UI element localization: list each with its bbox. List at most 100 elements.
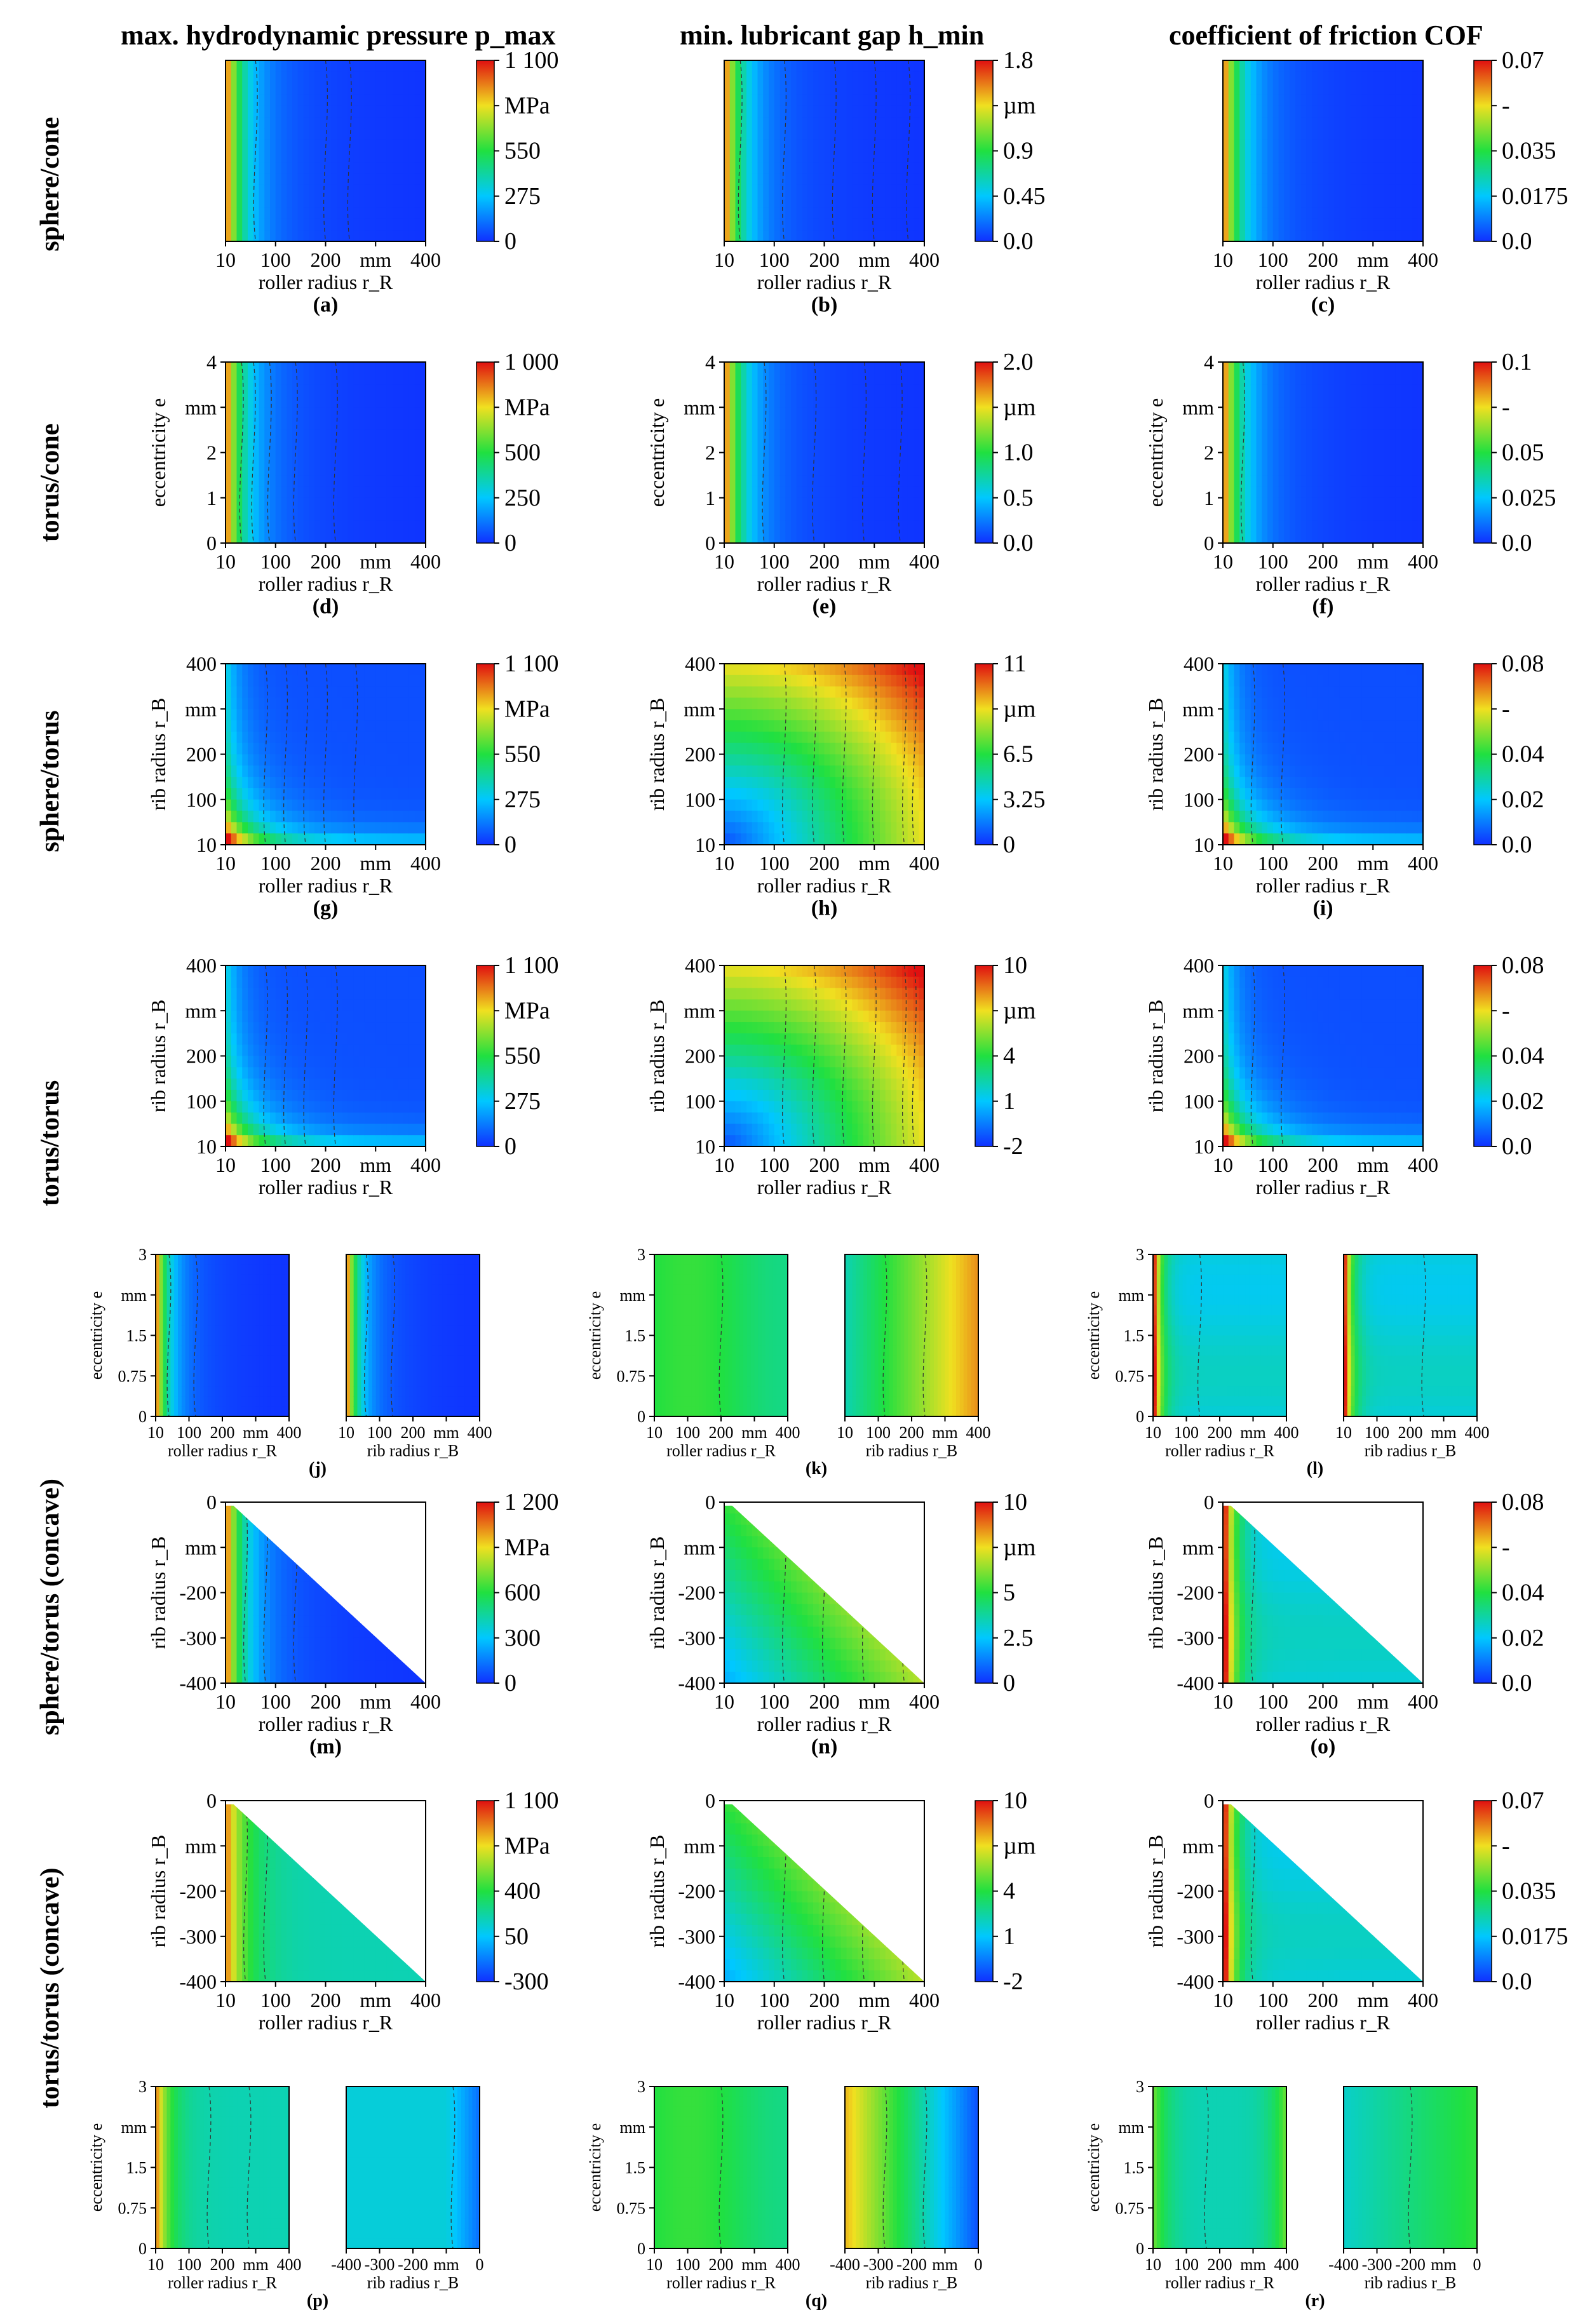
- heat-cell: [863, 475, 870, 487]
- heat-cell: [1223, 419, 1229, 431]
- heat-cell: [858, 173, 864, 185]
- heat-cell: [320, 486, 327, 499]
- heat-cell: [226, 486, 232, 499]
- heat-cell: [757, 384, 764, 397]
- heat-cell: [370, 464, 377, 476]
- heat-cell: [885, 697, 892, 710]
- heat-cell: [724, 60, 731, 72]
- heat-cell: [1306, 497, 1312, 510]
- heat-cell: [785, 664, 792, 676]
- heat-cell: [236, 218, 243, 231]
- heat-cell: [381, 833, 388, 845]
- heat-cell: [242, 362, 248, 374]
- heat-cell: [1250, 429, 1257, 442]
- heat-cell: [1278, 151, 1285, 163]
- heat-cell: [1284, 207, 1290, 220]
- heat-cell: [303, 71, 310, 84]
- heat-cell: [303, 83, 310, 95]
- heat-cell: [824, 777, 831, 789]
- heat-cell: [846, 362, 853, 374]
- heat-cell: [375, 230, 382, 241]
- heat-cell: [907, 720, 914, 732]
- heat-cell: [226, 151, 232, 163]
- heat-cell: [852, 475, 858, 487]
- heat-cell: [398, 83, 404, 95]
- heat-cell: [1300, 207, 1307, 220]
- heat-cell: [386, 777, 393, 789]
- heat-cell: [1367, 441, 1374, 453]
- heat-cell: [752, 833, 759, 845]
- x-tick-label: 100: [260, 550, 291, 573]
- heat-cell: [880, 60, 886, 72]
- heat-cell: [896, 419, 903, 431]
- heat-cell: [724, 509, 731, 521]
- heat-cell: [325, 686, 332, 699]
- heat-cell: [835, 464, 842, 476]
- heat-cell: [398, 765, 404, 777]
- heat-cell: [769, 486, 775, 499]
- heat-cell: [420, 407, 426, 419]
- heat-cell: [763, 686, 769, 699]
- heat-cell: [846, 207, 853, 220]
- heat-cell: [281, 218, 288, 231]
- y-tick-label: 4: [1204, 351, 1214, 373]
- heat-cell: [757, 94, 764, 107]
- heat-cell: [896, 833, 903, 845]
- heat-cell: [779, 105, 786, 118]
- heat-cell: [392, 520, 399, 532]
- heat-cell: [253, 429, 260, 442]
- heat-cell: [1317, 94, 1324, 107]
- heat-cell: [375, 196, 382, 208]
- heat-cell: [325, 810, 332, 823]
- heat-cell: [846, 675, 853, 687]
- heat-cell: [297, 509, 304, 521]
- heat-cell: [813, 754, 820, 767]
- heat-cell: [337, 742, 343, 755]
- heat-cell: [813, 675, 820, 687]
- heat-cell: [796, 184, 803, 197]
- heat-cell: [264, 151, 271, 163]
- heat-cell: [1373, 71, 1379, 84]
- heat-cell: [275, 196, 282, 208]
- heat-cell: [414, 429, 421, 442]
- heat-cell: [342, 520, 349, 532]
- heat-cell: [292, 497, 299, 510]
- heat-cell: [818, 117, 825, 129]
- heat-cell: [1256, 373, 1263, 386]
- heat-cell: [802, 742, 809, 755]
- heat-cell: [242, 184, 248, 197]
- colorbar-label: 1.0: [1003, 440, 1034, 466]
- heat-cell: [275, 464, 282, 476]
- heat-cell: [1384, 71, 1391, 84]
- heat-cell: [420, 151, 426, 163]
- heat-cell: [236, 173, 243, 185]
- heat-cell: [408, 799, 415, 812]
- heat-cell: [331, 720, 337, 732]
- heat-cell: [813, 60, 820, 72]
- heat-cell: [414, 452, 421, 465]
- heat-cell: [287, 720, 293, 732]
- heat-cell: [342, 810, 349, 823]
- heat-cell: [852, 697, 858, 710]
- heat-cell: [320, 441, 327, 453]
- heat-cell: [1228, 709, 1235, 721]
- heat-cell: [1239, 788, 1246, 800]
- heat-cell: [807, 833, 814, 845]
- heat-cell: [907, 486, 914, 499]
- heat-cell: [281, 731, 288, 744]
- heat-cell: [259, 71, 266, 84]
- heat-cell: [347, 464, 354, 476]
- heat-cell: [835, 71, 842, 84]
- heat-cell: [386, 139, 393, 152]
- heat-cell: [880, 373, 886, 386]
- y-tick-label: mm: [185, 697, 217, 720]
- heat-cell: [1367, 139, 1374, 152]
- heat-cell: [724, 373, 731, 386]
- heat-cell: [242, 429, 248, 442]
- heat-cell: [1223, 128, 1229, 140]
- heat-cell: [325, 117, 332, 129]
- heat-cell: [746, 686, 753, 699]
- heat-cell: [907, 407, 914, 419]
- heat-cell: [226, 441, 232, 453]
